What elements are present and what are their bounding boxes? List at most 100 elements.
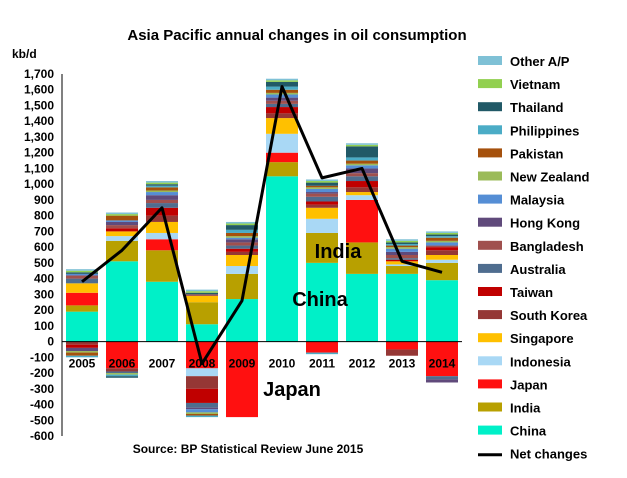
y-tick-label: 600 [34,240,54,254]
y-tick-label: -200 [30,366,54,380]
bar-thailand-2007 [146,184,178,186]
bar-malaysia-2014 [426,242,458,246]
y-tick-label: 200 [34,303,54,317]
bar-vietnam-2007 [146,182,178,185]
y-tick-label: 400 [34,272,54,286]
legend-label-malaysia: Malaysia [510,193,565,208]
bar-thailand-2006 [106,376,138,378]
annotation-japan: Japan [263,379,321,401]
bar-india-2013 [386,266,418,274]
y-tick-label: -300 [30,382,54,396]
bar-philippines-2006 [106,374,138,377]
bar-japan-2014 [426,341,458,377]
legend-swatch-india [478,402,502,412]
bar-south-korea-2009 [226,251,258,255]
bar-indonesia-2007 [146,232,178,240]
bar-other-a-p-2013 [386,239,418,241]
bar-japan-2005 [66,292,98,306]
legend-label-hong-kong: Hong Kong [510,216,580,231]
bar-singapore-2007 [146,221,178,233]
bar-new-zealand-2012 [346,163,378,166]
bar-pakistan-2014 [426,237,458,241]
y-tick-label: 1,600 [24,83,54,97]
bar-thailand-2011 [306,182,338,186]
bar-bangladesh-2010 [266,100,298,104]
legend-label-china: China [510,424,547,439]
bar-japan-2009 [226,341,258,418]
bar-malaysia-2009 [226,237,258,240]
bar-bangladesh-2011 [306,193,338,197]
bar-bangladesh-2005 [66,275,98,279]
bar-pakistan-2006 [106,215,138,221]
bar-hong-kong-2005 [66,347,98,352]
bar-indonesia-2013 [386,264,418,267]
bar-south-korea-2012 [346,187,378,193]
bar-singapore-2008 [186,295,218,303]
bar-australia-2009 [226,245,258,249]
bar-australia-2008 [186,402,218,408]
bar-singapore-2006 [106,231,138,237]
legend-label-bangladesh: Bangladesh [510,239,584,254]
bar-thailand-2014 [426,234,458,237]
legend-label-indonesia: Indonesia [510,354,571,369]
legend-swatch-china [478,425,502,435]
legend-swatch-australia [478,263,502,273]
bar-malaysia-2013 [386,248,418,252]
bar-bangladesh-2006 [106,225,138,229]
bar-bangladesh-2008 [186,294,218,296]
bar-indonesia-2009 [226,266,258,274]
y-tick-label: -600 [30,429,54,443]
bar-pakistan-2008 [186,413,218,416]
bar-singapore-2014 [426,255,458,260]
bar-thailand-2009 [226,225,258,230]
bar-new-zealand-2014 [426,240,458,243]
bar-malaysia-2011 [306,188,338,193]
bar-japan-2010 [266,152,298,163]
net-changes-line-group [81,85,443,366]
bar-other-a-p-2011 [306,179,338,182]
bar-china-2007 [146,281,178,342]
bar-hong-kong-2009 [226,239,258,243]
bar-china-2011 [306,262,338,342]
bar-hong-kong-2010 [266,97,298,101]
y-tick-label: -100 [30,350,54,364]
bar-philippines-2014 [426,236,458,238]
bar-singapore-2012 [346,192,378,196]
bar-vietnam-2009 [226,223,258,226]
legend-swatch-bangladesh [478,240,502,250]
bar-hong-kong-2008 [186,407,218,410]
bar-vietnam-2006 [106,214,138,216]
bar-singapore-2011 [306,207,338,219]
legend-label-australia: Australia [510,262,566,277]
bar-malaysia-2010 [266,94,298,98]
bar-china-2013 [386,273,418,342]
bar-new-zealand-2005 [66,351,98,353]
bar-indonesia-2014 [426,259,458,263]
bar-india-2012 [346,242,378,274]
legend-swatch-other-a-p [478,56,502,65]
legend: Other A/P Vietnam Thailand Philippines Pakis… [478,54,590,462]
bar-other-a-p-2010 [266,78,298,81]
bar-japan-2007 [146,239,178,251]
legend-label-philippines: Philippines [510,123,579,138]
bar-thailand-2013 [386,242,418,244]
legend-swatch-hong-kong [478,217,502,227]
bar-bangladesh-2007 [146,199,178,204]
y-tick-label: 800 [34,209,54,223]
y-tick-label: -500 [30,413,54,427]
y-tick-label: 1,100 [24,161,54,175]
legend-label-net-changes: Net changes [510,447,587,462]
bar-vietnam-2005 [66,270,98,273]
bar-pakistan-2005 [66,352,98,356]
bar-bangladesh-2012 [346,173,378,177]
bar-china-2005 [66,311,98,342]
bar-indonesia-2010 [266,133,298,153]
legend-swatch-taiwan [478,287,502,296]
legend-swatch-pakistan [478,148,502,158]
x-tick-label-2010: 2010 [269,357,296,371]
bar-hong-kong-2006 [106,221,138,226]
bar-philippines-2008 [186,415,218,418]
bar-pakistan-2009 [226,232,258,237]
bar-malaysia-2005 [66,273,98,276]
y-tick-label: 700 [34,224,54,238]
